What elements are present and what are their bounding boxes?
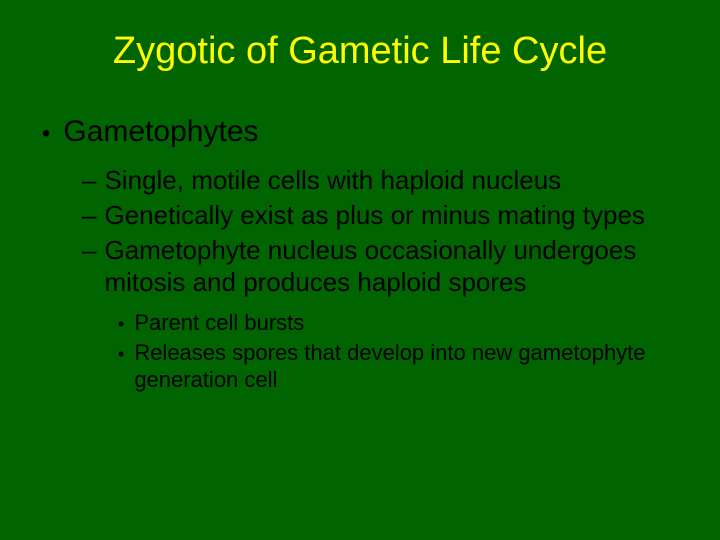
dash-icon: – <box>82 165 96 196</box>
slide-title: Zygotic of Gametic Life Cycle <box>0 30 720 73</box>
level2-text: Gametophyte nucleus occasionally undergo… <box>104 235 670 297</box>
bullet-level3: • Releases spores that develop into new … <box>0 340 720 393</box>
bullet-level2: – Genetically exist as plus or minus mat… <box>0 200 720 231</box>
bullet-dot-icon: • <box>118 314 124 336</box>
bullet-level2: – Single, motile cells with haploid nucl… <box>0 165 720 196</box>
bullet-level3: • Parent cell bursts <box>0 310 720 336</box>
dash-icon: – <box>82 235 96 266</box>
level2-text: Genetically exist as plus or minus matin… <box>104 200 644 231</box>
level3-text: Releases spores that develop into new ga… <box>134 340 670 393</box>
level2-group: – Single, motile cells with haploid nucl… <box>0 165 720 298</box>
bullet-level2: – Gametophyte nucleus occasionally under… <box>0 235 720 297</box>
dash-icon: – <box>82 200 96 231</box>
bullet-dot-icon: • <box>42 120 50 148</box>
bullet-dot-icon: • <box>118 344 124 366</box>
level3-text: Parent cell bursts <box>134 310 304 336</box>
bullet-level1: • Gametophytes <box>0 115 720 149</box>
level1-text: Gametophytes <box>63 115 258 149</box>
slide: Zygotic of Gametic Life Cycle • Gametoph… <box>0 0 720 540</box>
level2-text: Single, motile cells with haploid nucleu… <box>104 165 561 196</box>
